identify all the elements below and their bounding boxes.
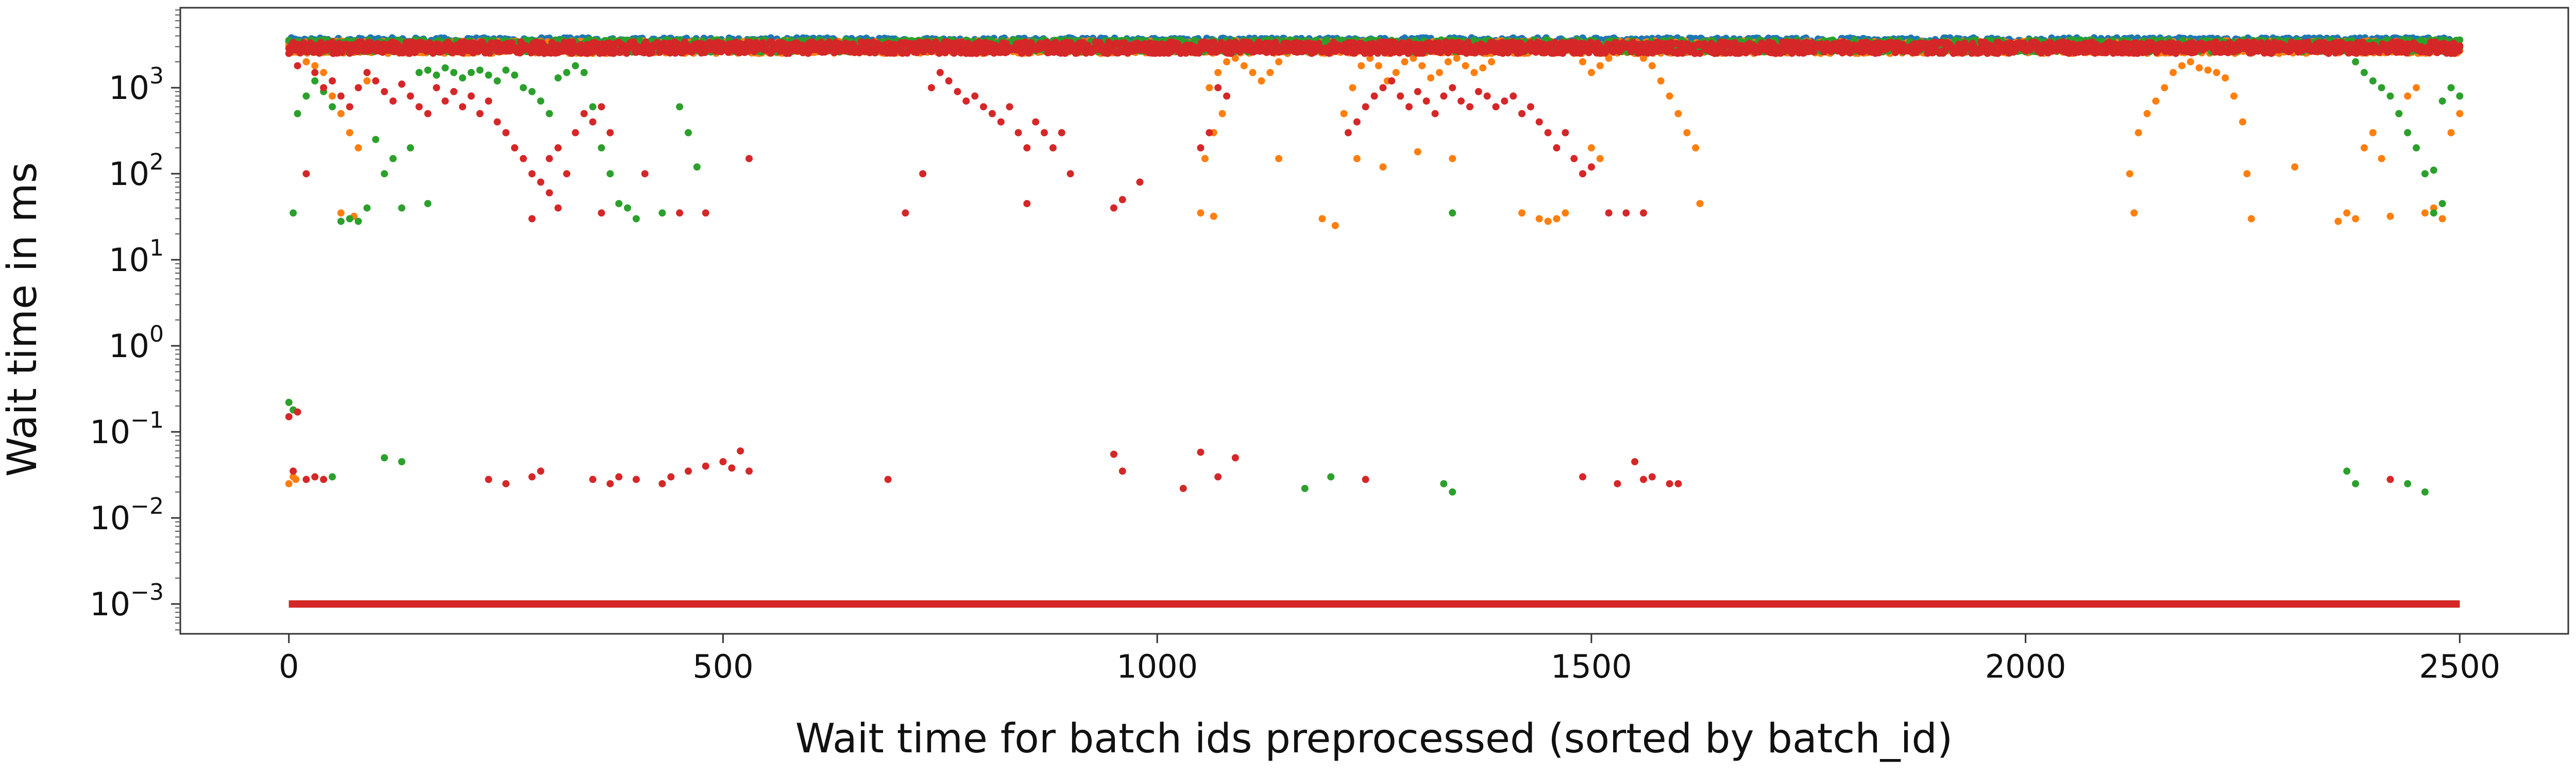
- data-layer: [285, 34, 2464, 604]
- series-1: [285, 37, 2464, 604]
- series-0: [285, 34, 2464, 604]
